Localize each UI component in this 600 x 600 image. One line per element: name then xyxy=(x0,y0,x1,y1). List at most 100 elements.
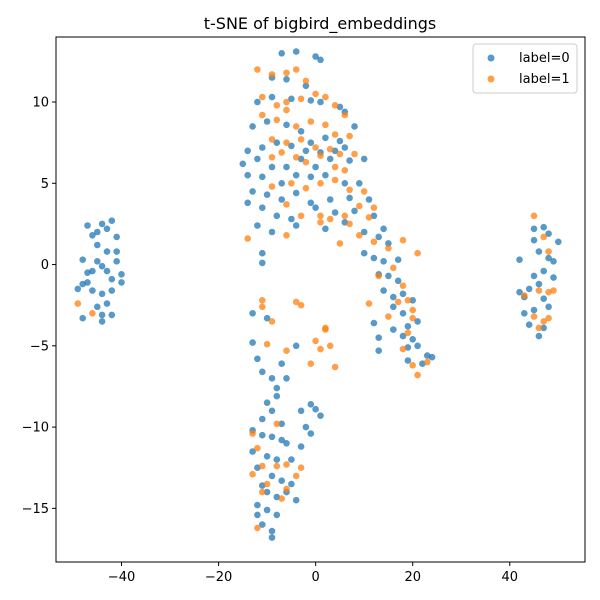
point-label-1-32 xyxy=(292,154,300,161)
point-label-0-191 xyxy=(516,288,523,296)
point-label-0-136 xyxy=(254,355,261,363)
point-label-0-27 xyxy=(84,269,91,277)
point-label-0-194 xyxy=(530,306,538,314)
point-label-0-53 xyxy=(351,123,358,130)
point-label-0-166 xyxy=(278,477,286,485)
point-label-0-41 xyxy=(288,95,295,103)
point-label-0-40 xyxy=(268,93,276,101)
point-label-0-62 xyxy=(239,160,247,168)
point-label-0-43 xyxy=(317,98,324,106)
point-label-0-104 xyxy=(385,240,392,247)
point-label-0-37 xyxy=(283,76,290,83)
x-tick-label-4: 40 xyxy=(502,570,519,585)
point-label-1-52 xyxy=(283,232,290,239)
point-label-1-2 xyxy=(254,66,261,73)
point-label-0-173 xyxy=(263,506,271,514)
point-label-0-171 xyxy=(292,496,300,504)
point-label-0-22 xyxy=(94,303,101,311)
point-label-0-51 xyxy=(322,134,329,142)
point-label-1-55 xyxy=(356,232,363,239)
point-label-0-174 xyxy=(273,511,281,519)
point-label-0-18 xyxy=(98,290,106,298)
point-label-0-201 xyxy=(550,258,557,265)
point-label-0-156 xyxy=(283,440,290,447)
point-label-1-72 xyxy=(399,345,407,353)
point-label-1-4 xyxy=(283,69,290,77)
point-label-0-69 xyxy=(346,157,353,164)
point-label-0-29 xyxy=(103,267,111,275)
point-label-1-57 xyxy=(385,245,392,252)
point-label-1-89 xyxy=(307,360,315,368)
point-label-0-103 xyxy=(375,233,383,241)
point-label-0-154 xyxy=(268,433,276,441)
point-label-0-0 xyxy=(79,256,86,264)
point-label-1-63 xyxy=(390,264,397,272)
point-label-0-33 xyxy=(292,48,300,55)
point-label-0-2 xyxy=(89,232,96,239)
point-label-0-100 xyxy=(360,228,368,236)
point-label-0-160 xyxy=(263,453,271,460)
point-label-1-17 xyxy=(283,106,290,114)
point-label-1-22 xyxy=(346,132,353,140)
point-label-1-26 xyxy=(312,144,319,151)
point-label-1-70 xyxy=(385,313,392,320)
point-label-0-141 xyxy=(283,375,290,382)
point-label-0-138 xyxy=(268,375,276,382)
y-tick-label-0: 10 xyxy=(32,96,49,111)
point-label-1-15 xyxy=(259,111,266,119)
point-label-1-7 xyxy=(259,93,266,101)
point-label-0-54 xyxy=(244,147,251,155)
point-label-0-47 xyxy=(263,118,271,125)
point-label-0-82 xyxy=(292,189,300,197)
point-label-1-66 xyxy=(394,298,402,306)
point-label-0-30 xyxy=(94,228,101,236)
point-label-1-112 xyxy=(535,324,543,332)
point-label-0-142 xyxy=(292,342,300,350)
point-label-1-48 xyxy=(341,212,349,220)
point-label-1-10 xyxy=(297,95,305,103)
chart-title: t-SNE of bigbird_embeddings xyxy=(204,14,437,34)
point-label-0-175 xyxy=(259,521,266,528)
y-tick-label-5: −15 xyxy=(22,502,49,517)
point-label-0-150 xyxy=(312,405,319,413)
point-label-0-20 xyxy=(118,279,125,286)
point-label-0-122 xyxy=(390,326,397,333)
point-label-1-78 xyxy=(263,340,271,348)
point-label-0-19 xyxy=(108,287,116,294)
point-label-0-157 xyxy=(302,423,310,431)
point-label-0-32 xyxy=(278,50,286,57)
point-label-0-64 xyxy=(268,163,276,171)
point-label-0-88 xyxy=(259,204,266,211)
point-label-0-93 xyxy=(351,207,358,215)
point-label-1-36 xyxy=(341,167,349,174)
point-label-0-123 xyxy=(399,332,407,340)
point-label-1-65 xyxy=(404,297,412,304)
point-label-1-28 xyxy=(336,150,344,158)
point-label-0-39 xyxy=(254,98,261,106)
point-label-0-90 xyxy=(288,215,295,223)
point-label-0-117 xyxy=(399,310,407,317)
point-label-1-62 xyxy=(375,272,383,280)
point-label-0-143 xyxy=(263,399,271,407)
point-label-0-176 xyxy=(268,527,276,535)
point-label-0-24 xyxy=(108,311,116,319)
point-label-1-103 xyxy=(254,524,261,532)
point-label-0-148 xyxy=(297,407,305,415)
point-label-0-165 xyxy=(268,472,276,480)
point-label-0-92 xyxy=(331,209,339,216)
point-label-1-80 xyxy=(292,298,300,306)
point-label-0-38 xyxy=(302,82,310,90)
point-label-0-124 xyxy=(409,336,417,343)
point-label-1-92 xyxy=(254,444,261,452)
points-layer xyxy=(74,48,562,541)
point-label-1-41 xyxy=(346,186,353,194)
point-label-0-76 xyxy=(322,171,329,179)
point-label-1-20 xyxy=(322,121,329,129)
point-label-0-115 xyxy=(409,297,417,304)
axes-layer: −40 −20 0 20 40 10 5 0 −5 −10 −15 xyxy=(22,96,518,585)
point-label-0-126 xyxy=(414,342,421,350)
point-label-0-189 xyxy=(530,272,538,280)
legend-marker-label-1 xyxy=(487,75,495,83)
point-label-0-46 xyxy=(249,123,256,130)
point-label-0-8 xyxy=(94,241,101,249)
